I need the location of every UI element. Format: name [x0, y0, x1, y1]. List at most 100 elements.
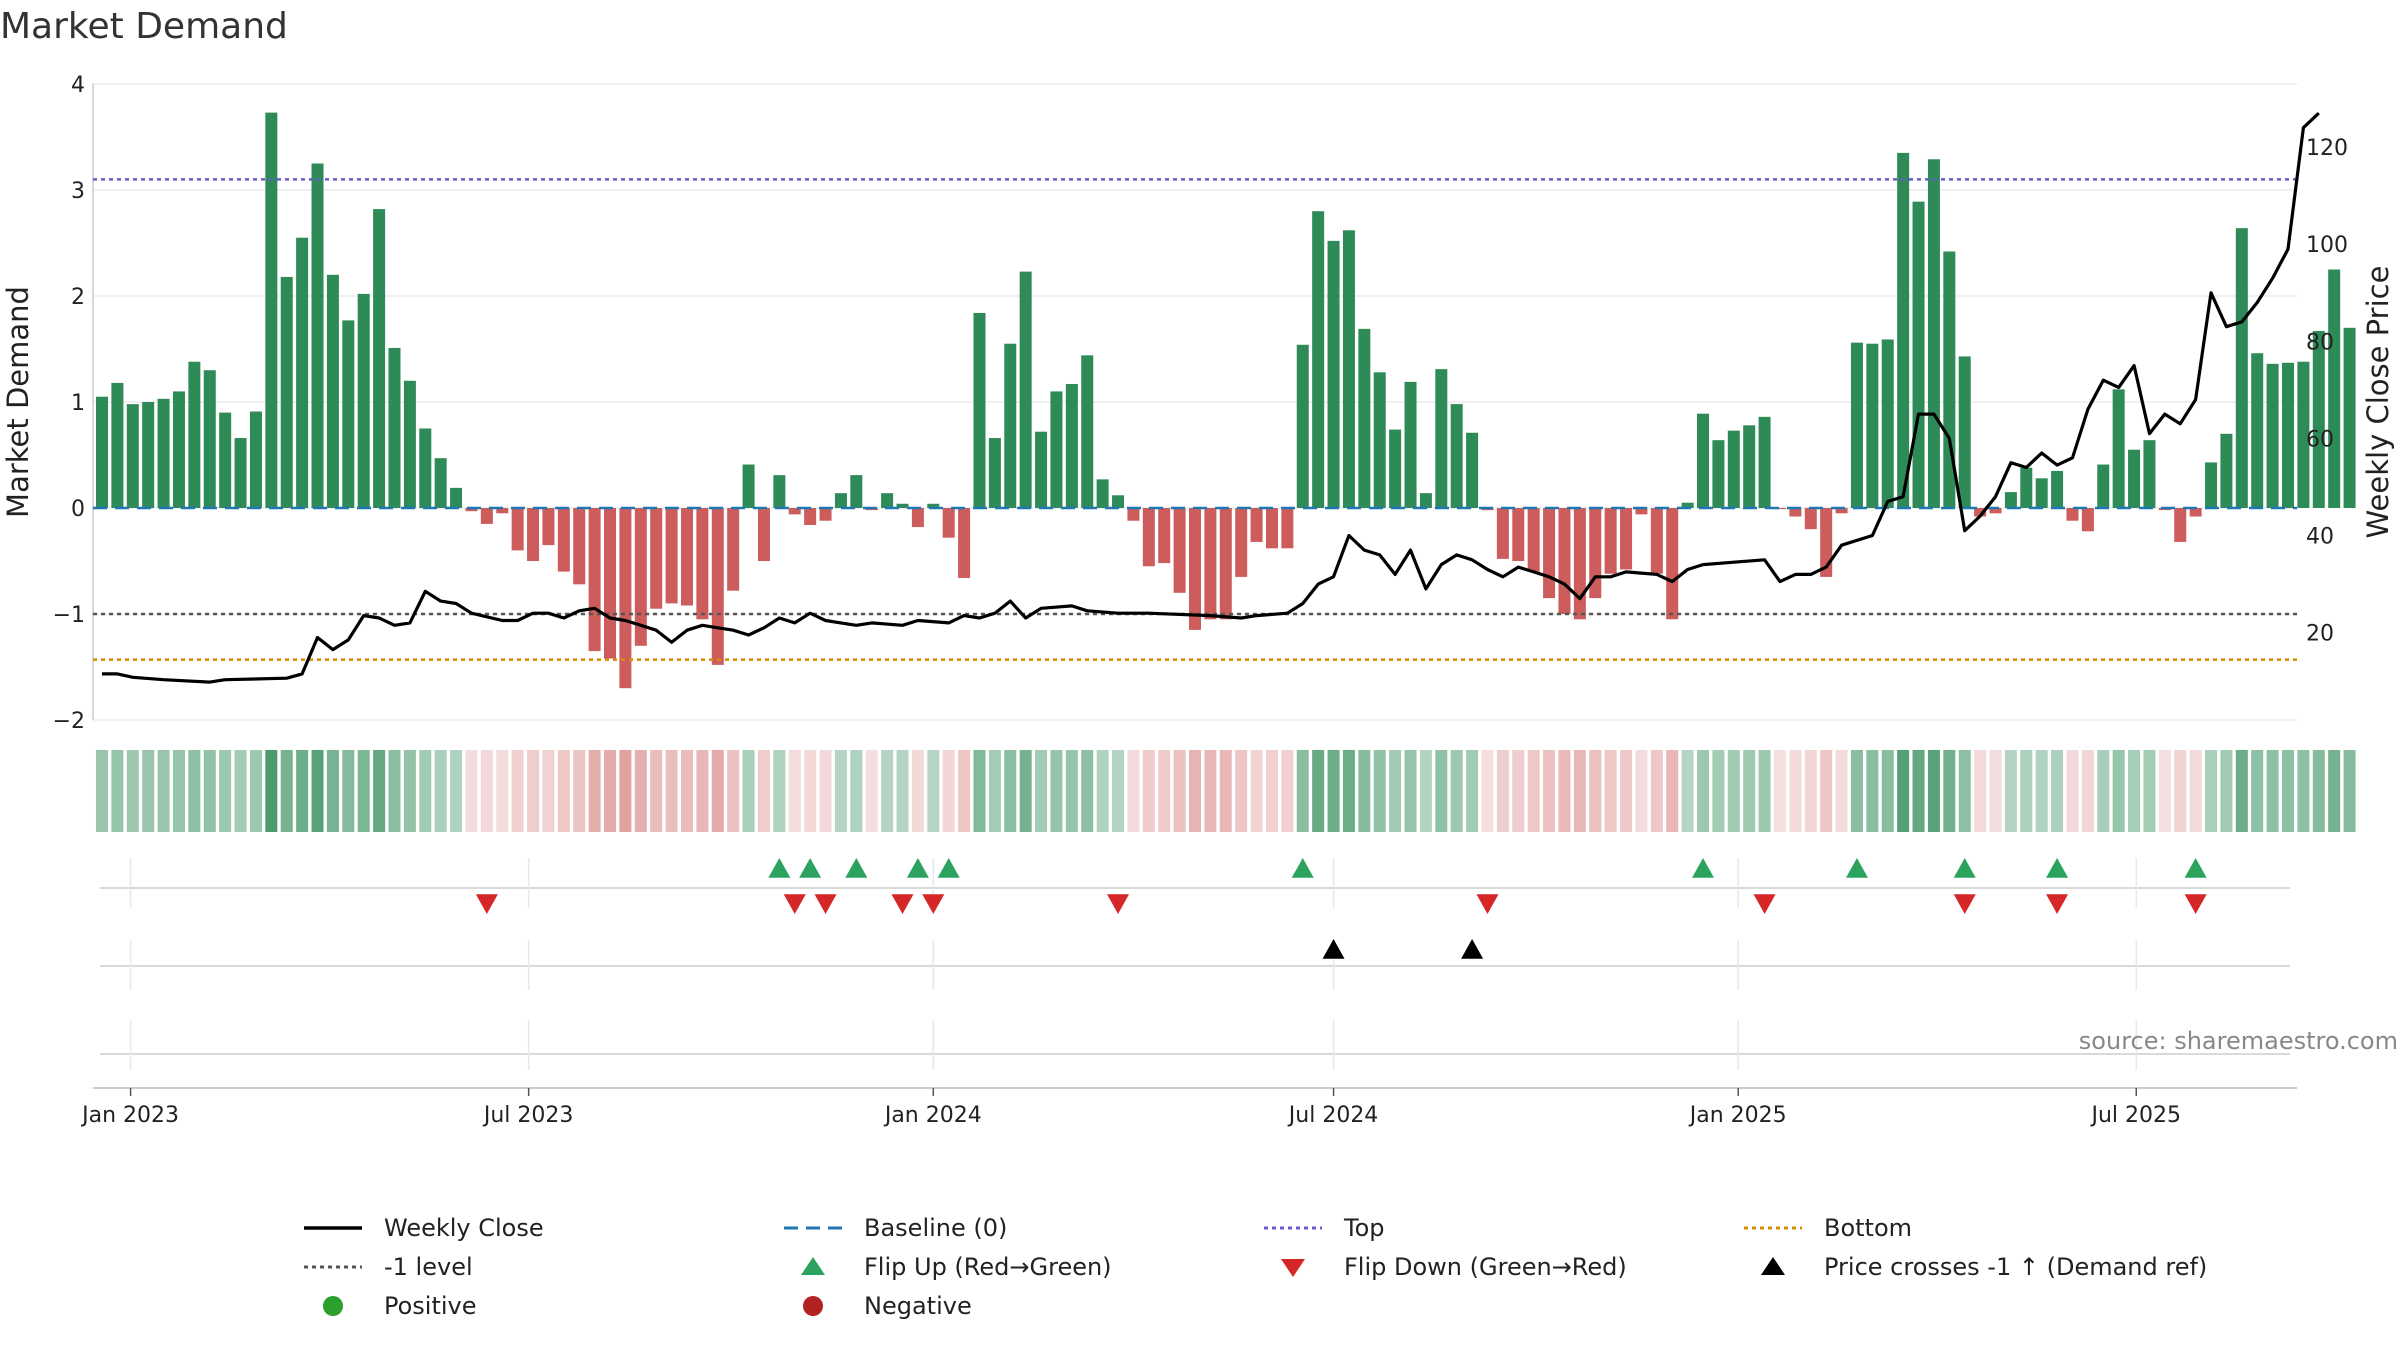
heat-cell [573, 750, 586, 832]
heat-cell [1666, 750, 1679, 832]
demand-bar [804, 508, 817, 525]
heat-cell [988, 750, 1001, 832]
flip-up-marker [799, 858, 822, 878]
demand-bar [1573, 508, 1586, 620]
demand-bar [142, 402, 155, 508]
heat-cell [357, 750, 370, 832]
legend-marker [801, 1256, 825, 1275]
flip-up-marker [1953, 858, 1976, 878]
flip-down-marker [783, 894, 806, 914]
heat-cell [2328, 750, 2341, 832]
demand-bar [1419, 493, 1432, 508]
demand-bar [1065, 383, 1078, 508]
heat-cell [1558, 750, 1571, 832]
demand-bar [1004, 343, 1017, 508]
heat-cell [2205, 750, 2218, 832]
heat-cell [1004, 750, 1017, 832]
demand-bar [1835, 508, 1848, 514]
heat-cell [1296, 750, 1309, 832]
demand-bar [1543, 508, 1556, 599]
heat-cell [249, 750, 262, 832]
demand-bar [2266, 363, 2279, 508]
x-tick-label: Jul 2024 [1287, 1103, 1379, 1128]
demand-bar [1912, 201, 1925, 508]
heat-cell [804, 750, 817, 832]
demand-bar [1204, 508, 1217, 620]
legend-marker [1761, 1256, 1785, 1275]
demand-bar [727, 508, 740, 591]
demand-bar [527, 508, 540, 561]
demand-bar [773, 475, 786, 508]
heat-cell [527, 750, 540, 832]
demand-bar [634, 508, 647, 646]
heat-cell [2035, 750, 2048, 832]
legend-swatch [304, 1225, 362, 1230]
heat-cell [1650, 750, 1663, 832]
heat-cell [819, 750, 832, 832]
demand-bar [1697, 413, 1710, 508]
heat-cell [1543, 750, 1556, 832]
demand-bar [1943, 251, 1956, 509]
demand-bar [1866, 343, 1879, 508]
y2-tick-label: 100 [2306, 233, 2348, 258]
heat-cell [2281, 750, 2295, 832]
heat-cell [373, 750, 386, 832]
demand-bar [126, 404, 139, 508]
demand-bar [1758, 416, 1771, 508]
demand-bar [1989, 508, 2002, 514]
heat-cell [480, 750, 493, 832]
heat-cell [865, 750, 878, 832]
demand-bar [1050, 391, 1063, 508]
flip-up-marker [937, 858, 960, 878]
y2-tick-label: 120 [2306, 136, 2348, 161]
heat-cell [1835, 750, 1848, 832]
demand-bar [1096, 479, 1109, 508]
heat-cell [1081, 750, 1094, 832]
y-tick-label: 1 [71, 391, 85, 416]
heat-cell [942, 750, 955, 832]
demand-bar [1250, 508, 1263, 542]
flip-up-marker [2184, 858, 2207, 878]
heat-cell [203, 750, 216, 832]
legend-item-baseline: Baseline (0) [780, 1212, 1260, 1243]
heat-cell [219, 750, 232, 832]
flip-down-marker [1107, 894, 1130, 914]
flip-down-marker [1753, 894, 1776, 914]
heat-cell [2251, 750, 2264, 832]
demand-bar [1281, 508, 1294, 549]
heat-cell [1850, 750, 1863, 832]
heat-cell [1604, 750, 1617, 832]
heat-cell [1481, 750, 1494, 832]
legend-label: Weekly Close [384, 1213, 544, 1242]
heat-cell [1727, 750, 1740, 832]
heat-cell [711, 750, 724, 832]
heat-cell [2312, 750, 2325, 832]
demand-bar [1604, 508, 1617, 574]
demand-bar [680, 508, 693, 606]
heat-cell [1897, 750, 1910, 832]
heat-cell [2112, 750, 2125, 832]
legend-marker [1281, 1258, 1305, 1277]
heat-cell [773, 750, 786, 832]
legend-item-flip-down: Flip Down (Green→Red) [1260, 1251, 1740, 1282]
heat-cell [95, 750, 109, 832]
demand-bar [480, 508, 493, 524]
demand-bar [1019, 271, 1032, 508]
heat-cell [450, 750, 463, 832]
heat-cell [2097, 750, 2110, 832]
flip-down-marker [814, 894, 837, 914]
heat-cell [1389, 750, 1402, 832]
heat-cell [434, 750, 447, 832]
demand-bar [419, 428, 432, 508]
heat-cell [2004, 750, 2017, 832]
heat-cell [157, 750, 170, 832]
demand-bar [111, 382, 124, 508]
heat-cell [2297, 750, 2310, 832]
flip-down-marker [475, 894, 498, 914]
heat-cell [1974, 750, 1987, 832]
heat-cell [1958, 750, 1971, 832]
demand-bar [357, 293, 370, 508]
heat-cell [280, 750, 293, 832]
demand-bar [1373, 372, 1386, 508]
demand-bar [1927, 159, 1940, 508]
